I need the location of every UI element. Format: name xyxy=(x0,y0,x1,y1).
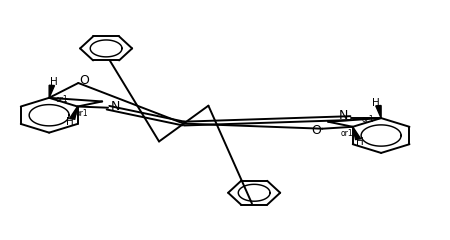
Text: N: N xyxy=(339,109,348,122)
Text: O: O xyxy=(311,124,321,137)
Text: H: H xyxy=(356,137,364,147)
Polygon shape xyxy=(49,85,54,98)
Polygon shape xyxy=(376,106,381,118)
Text: H: H xyxy=(50,77,58,87)
Polygon shape xyxy=(353,127,361,139)
Text: N: N xyxy=(111,100,120,113)
Text: O: O xyxy=(79,74,89,87)
Text: or1: or1 xyxy=(55,95,68,104)
Text: or1: or1 xyxy=(76,109,88,118)
Text: or1: or1 xyxy=(341,129,354,138)
Text: H: H xyxy=(67,117,74,127)
Text: H: H xyxy=(372,98,380,108)
Text: or1: or1 xyxy=(361,115,374,124)
Polygon shape xyxy=(69,107,77,119)
